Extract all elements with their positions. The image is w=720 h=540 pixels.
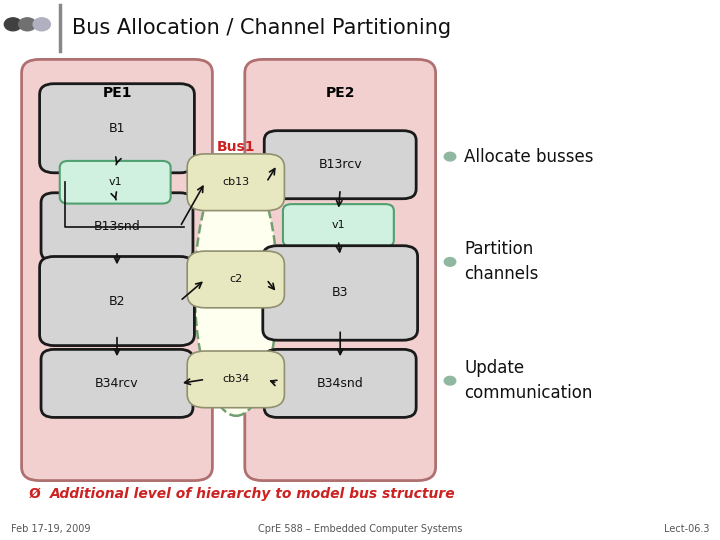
FancyBboxPatch shape [264,349,416,417]
Circle shape [19,18,36,31]
Circle shape [4,18,22,31]
Circle shape [444,152,456,161]
Text: Bus1: Bus1 [217,140,256,154]
Text: cb34: cb34 [222,374,249,384]
Text: CprE 588 – Embedded Computer Systems: CprE 588 – Embedded Computer Systems [258,523,462,534]
Text: PE2: PE2 [325,86,355,100]
Text: Additional level of hierarchy to model bus structure: Additional level of hierarchy to model b… [50,487,456,501]
Text: B34rcv: B34rcv [95,377,139,390]
FancyBboxPatch shape [41,193,193,261]
Text: cb13: cb13 [222,177,249,187]
Text: Partition
channels: Partition channels [464,240,539,284]
Circle shape [33,18,50,31]
Text: Ø: Ø [29,487,40,501]
Text: Bus Allocation / Channel Partitioning: Bus Allocation / Channel Partitioning [72,18,451,38]
FancyBboxPatch shape [187,154,284,211]
Text: B2: B2 [109,294,125,308]
FancyBboxPatch shape [187,251,284,308]
Circle shape [444,376,456,385]
FancyBboxPatch shape [283,204,394,247]
Text: Lect-06.3: Lect-06.3 [664,523,709,534]
Circle shape [444,258,456,266]
Text: v1: v1 [109,177,122,187]
Text: PE1: PE1 [102,86,132,100]
Text: B3: B3 [332,286,348,300]
FancyBboxPatch shape [41,349,193,417]
FancyBboxPatch shape [22,59,212,481]
FancyBboxPatch shape [263,246,418,340]
Text: B1: B1 [109,122,125,135]
Text: B34snd: B34snd [317,377,364,390]
Text: Allocate busses: Allocate busses [464,147,594,166]
FancyBboxPatch shape [40,256,194,346]
FancyBboxPatch shape [40,84,194,173]
Text: B13snd: B13snd [94,220,140,233]
FancyBboxPatch shape [187,351,284,408]
Text: Update
communication: Update communication [464,359,593,402]
FancyBboxPatch shape [245,59,436,481]
Ellipse shape [194,162,278,416]
Text: v1: v1 [332,220,345,231]
Text: B13rcv: B13rcv [318,158,362,171]
FancyBboxPatch shape [264,131,416,199]
FancyBboxPatch shape [60,161,171,204]
Text: Feb 17-19, 2009: Feb 17-19, 2009 [11,523,90,534]
Text: c2: c2 [229,274,243,285]
